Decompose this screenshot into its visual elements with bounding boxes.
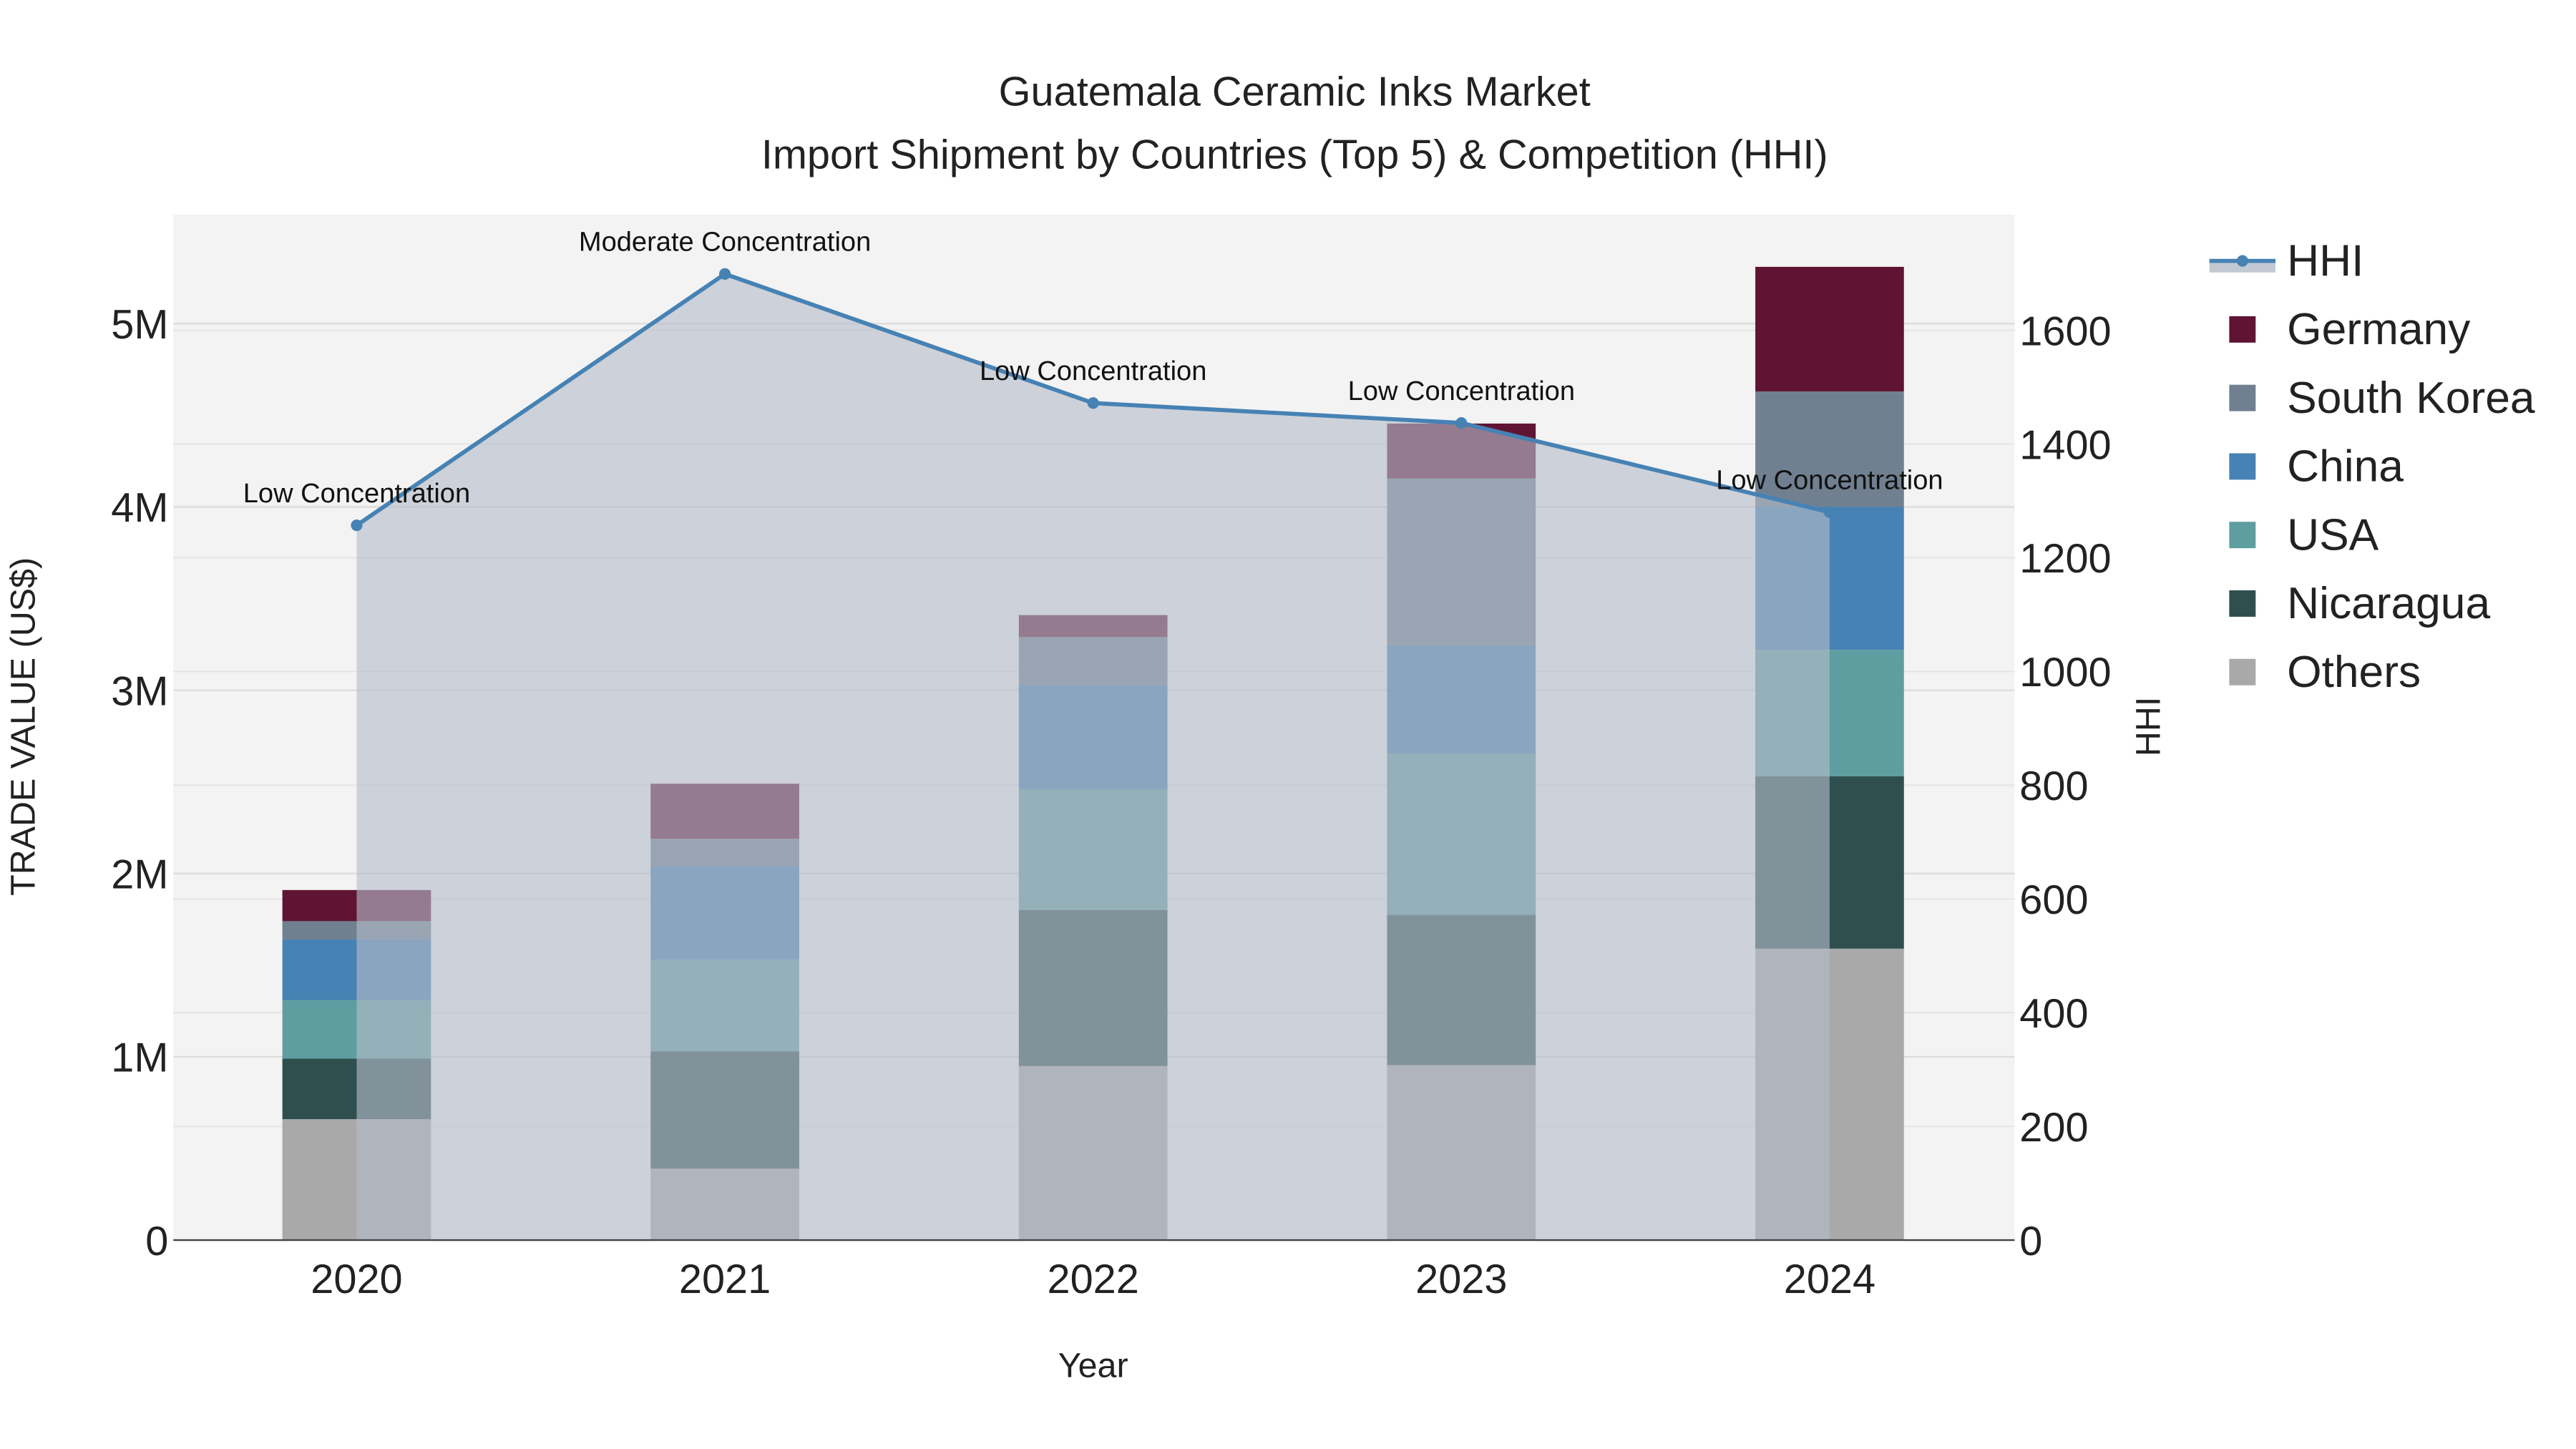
hhi-point-2021: [719, 268, 731, 280]
hhi-annotation-2023: Low Concentration: [1348, 376, 1575, 406]
y-tick-label: 0: [145, 1219, 168, 1264]
y-tick-label: 3M: [111, 668, 168, 714]
x-tick-label: 2024: [1784, 1257, 1875, 1302]
y2-tick-label: 800: [2019, 763, 2088, 809]
hhi-annotation-2020: Low Concentration: [243, 479, 470, 509]
y2-tick-label: 200: [2019, 1105, 2088, 1151]
bar-germany-2024: [1755, 266, 1904, 392]
legend-swatch-nicaragua: [2229, 590, 2256, 617]
y2-axis-ticks: 0 200 400 600 800 1000 1200 1400 1600: [2019, 308, 2111, 1264]
hhi-point-2023: [1455, 416, 1468, 429]
hhi-series: Low Concentration Moderate Concentration L…: [243, 228, 1943, 1241]
y2-tick-label: 1200: [2019, 536, 2111, 582]
x-axis-ticks: 2020 2021 2022 2023 2024: [311, 1257, 1875, 1302]
hhi-point-2022: [1087, 397, 1099, 409]
legend-swatch-china: [2229, 453, 2256, 480]
y2-tick-label: 400: [2019, 991, 2088, 1037]
y-tick-label: 5M: [111, 302, 168, 348]
y-tick-label: 1M: [111, 1035, 168, 1081]
y2-tick-label: 600: [2019, 877, 2088, 923]
legend-swatch-hhi-marker: [2236, 255, 2248, 267]
x-tick-label: 2021: [679, 1257, 771, 1302]
legend-swatch-others: [2229, 658, 2256, 686]
y-tick-label: 4M: [111, 485, 168, 531]
hhi-point-2020: [351, 519, 363, 532]
legend-label-china: China: [2287, 442, 2404, 492]
y2-tick-label: 1000: [2019, 650, 2111, 696]
legend: HHI Germany South Korea China USA Nicaragua Ot…: [2209, 236, 2535, 697]
legend-label-nicaragua: Nicaragua: [2287, 579, 2490, 628]
legend-label-south-korea: South Korea: [2287, 374, 2535, 423]
hhi-area: [356, 273, 1830, 1241]
y-axis-label: TRADE VALUE (US$): [4, 557, 42, 896]
legend-label-germany: Germany: [2287, 305, 2471, 354]
x-tick-label: 2020: [311, 1257, 402, 1302]
chart-subtitle: Import Shipment by Countries (Top 5) & C…: [761, 132, 1828, 177]
legend-label-others: Others: [2287, 648, 2421, 697]
y2-tick-label: 0: [2019, 1219, 2042, 1264]
hhi-annotation-2022: Low Concentration: [980, 356, 1206, 386]
bar-south-korea-2024: [1755, 391, 1904, 507]
hhi-point-2024: [1823, 506, 1835, 518]
legend-label-usa: USA: [2287, 510, 2379, 560]
y-tick-label: 2M: [111, 852, 168, 898]
y2-axis-label: HHI: [2129, 697, 2167, 756]
hhi-annotation-2024: Low Concentration: [1716, 466, 1943, 496]
x-tick-label: 2022: [1048, 1257, 1139, 1302]
x-tick-label: 2023: [1415, 1257, 1507, 1302]
chart-title: Guatemala Ceramic Inks Market: [999, 69, 1591, 115]
legend-swatch-south-korea: [2229, 384, 2256, 411]
legend-label-hhi: HHI: [2287, 236, 2363, 286]
y2-tick-label: 1400: [2019, 422, 2111, 468]
y2-tick-label: 1600: [2019, 308, 2111, 354]
legend-swatch-germany: [2229, 316, 2256, 343]
y-axis-ticks: 0 1M 2M 3M 4M 5M: [111, 302, 168, 1264]
hhi-annotation-2021: Moderate Concentration: [579, 228, 871, 258]
legend-swatch-usa: [2229, 522, 2256, 549]
x-axis-label: Year: [1058, 1347, 1128, 1385]
